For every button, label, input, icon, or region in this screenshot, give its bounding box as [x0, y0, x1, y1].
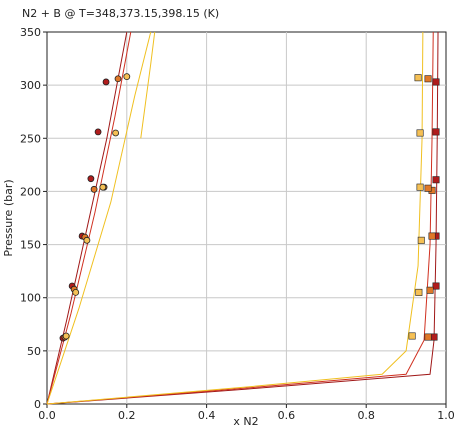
- bubble-line: [46, 31, 128, 405]
- dew-line: [46, 31, 424, 405]
- data-point-square: [424, 184, 432, 192]
- y-tick-label: 150: [20, 239, 41, 252]
- data-point-square: [416, 129, 424, 137]
- bubble-line: [46, 31, 132, 405]
- data-point-circle: [87, 175, 95, 183]
- x-tick-label: 1.0: [437, 409, 455, 422]
- data-point-square: [426, 286, 434, 294]
- y-ticks: 0 50 100 150 200 250 300 350: [20, 26, 47, 411]
- y-tick-label: 250: [20, 132, 41, 145]
- x-tick-label: 0.0: [38, 409, 56, 422]
- data-point-square: [430, 333, 438, 341]
- x-tick-label: 0.2: [118, 409, 136, 422]
- data-point-square: [424, 333, 432, 341]
- data-point-square: [432, 128, 440, 136]
- y-tick-label: 350: [20, 26, 41, 39]
- y-tick-label: 300: [20, 79, 41, 92]
- data-point-circle: [94, 128, 102, 136]
- data-point-circle: [102, 78, 110, 86]
- y-tick-label: 0: [34, 398, 41, 411]
- data-point-square: [424, 75, 432, 83]
- data-point-square: [408, 332, 416, 340]
- data-point-circle: [112, 129, 120, 137]
- data-point-square: [432, 282, 440, 290]
- x-tick-label: 0.4: [198, 409, 216, 422]
- y-tick-label: 100: [20, 292, 41, 305]
- dew-line: [46, 31, 434, 405]
- x-ticks: 0.0 0.2 0.4 0.6 0.8 1.0: [38, 404, 455, 422]
- data-point-square: [417, 236, 425, 244]
- y-tick-label: 50: [27, 345, 41, 358]
- x-tick-label: 0.6: [278, 409, 296, 422]
- data-point-circle: [123, 73, 131, 81]
- grid: [47, 32, 446, 404]
- plot-area: [46, 31, 447, 405]
- data-point-square: [428, 232, 436, 240]
- x-axis-label: x N2: [233, 415, 258, 428]
- data-point-circle: [90, 185, 98, 193]
- dew-line-fragment: [140, 31, 156, 139]
- data-point-square: [432, 78, 440, 86]
- y-axis-label: Pressure (bar): [2, 179, 15, 256]
- data-point-circle: [72, 288, 80, 296]
- data-point-square: [416, 183, 424, 191]
- chart-title: N2 + B @ T=348,373.15,398.15 (K): [22, 7, 219, 20]
- series-markers: [59, 73, 440, 342]
- data-point-circle: [99, 183, 107, 191]
- data-point-square: [414, 74, 422, 82]
- data-point-square: [432, 176, 440, 184]
- bubble-line: [46, 31, 152, 405]
- data-point-circle: [83, 236, 91, 244]
- x-tick-label: 0.8: [357, 409, 375, 422]
- data-point-square: [415, 288, 423, 296]
- data-point-circle: [62, 332, 70, 340]
- y-tick-label: 200: [20, 185, 41, 198]
- data-point-circle: [114, 75, 122, 83]
